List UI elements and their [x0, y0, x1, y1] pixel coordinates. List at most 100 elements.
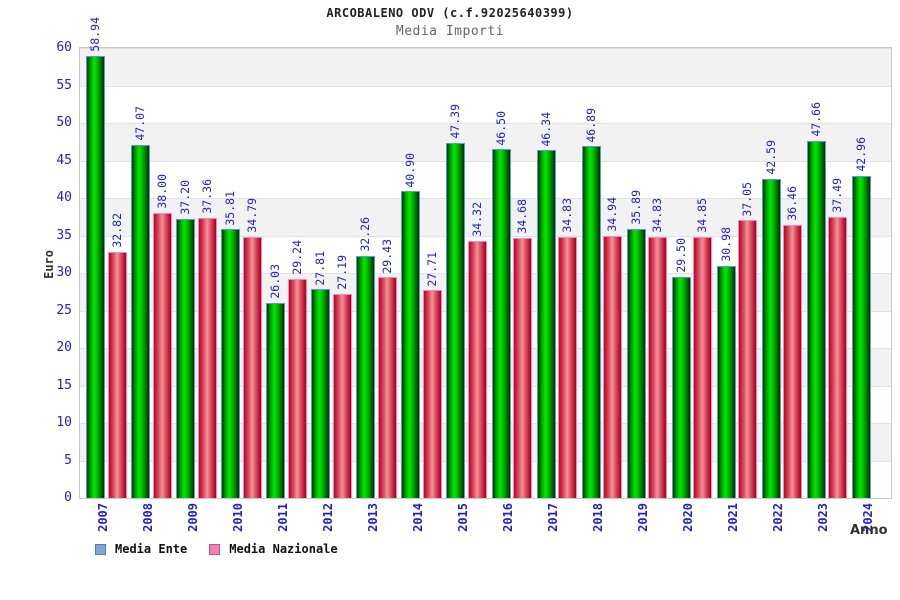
x-tick-2018: 2018 [591, 503, 606, 532]
bar-value-label: 37.05 [740, 181, 755, 217]
bar-value-label: 58.94 [88, 17, 102, 52]
bar-media-nazionale-2023 [828, 216, 848, 498]
bar-media-nazionale-2011 [287, 278, 307, 498]
bar-media-nazionale-2017 [558, 236, 578, 498]
bar-value-label: 29.24 [289, 240, 304, 275]
y-tick-30: 30 [56, 265, 72, 280]
y-tick-60: 60 [56, 40, 72, 55]
y-tick-25: 25 [56, 302, 72, 318]
legend-swatch-icon [95, 543, 106, 555]
x-tick-2012: 2012 [320, 503, 335, 532]
y-tick-55: 55 [56, 77, 72, 93]
x-tick-2011: 2011 [275, 503, 290, 532]
bar-media-ente-2015 [446, 142, 466, 498]
y-tick-0: 0 [64, 490, 72, 505]
bar-value-label: 27.71 [424, 251, 439, 287]
bar-value-label: 27.19 [334, 255, 349, 291]
bar-value-label: 26.03 [268, 264, 283, 299]
x-tick-2023: 2023 [816, 503, 831, 532]
x-tick-2007: 2007 [95, 503, 110, 532]
bar-media-ente-2019 [626, 228, 646, 498]
bar-value-label: 46.50 [493, 110, 508, 146]
bar-value-label: 32.82 [109, 213, 124, 248]
bar-media-nazionale-2022 [783, 224, 803, 498]
x-tick-2009: 2009 [185, 503, 200, 532]
bar-media-ente-2014 [401, 191, 421, 498]
bar-value-label: 27.81 [313, 250, 328, 286]
legend-label: Media Ente [115, 542, 188, 556]
bar-media-ente-2018 [581, 146, 601, 498]
bar-value-label: 40.90 [403, 152, 418, 188]
bar-media-ente-2012 [311, 289, 331, 498]
bar-media-ente-2020 [671, 276, 691, 498]
bar-value-label: 29.50 [673, 238, 688, 273]
bar-value-label: 46.89 [583, 107, 598, 143]
bar-value-label: 38.00 [154, 174, 169, 209]
x-tick-2013: 2013 [365, 503, 380, 532]
bar-value-label: 32.26 [358, 217, 373, 253]
bar-media-ente-2009 [176, 219, 196, 498]
plot-band-gray [80, 123, 891, 161]
bar-value-label: 29.43 [379, 238, 394, 274]
bar-media-nazionale-2020 [693, 236, 713, 498]
bar-media-ente-2023 [806, 140, 826, 498]
bar-value-label: 34.94 [605, 197, 620, 232]
bar-media-nazionale-2009 [197, 217, 217, 498]
x-tick-2021: 2021 [726, 503, 741, 532]
bar-value-label: 47.66 [808, 101, 823, 137]
chart-subtitle: Media Importi [395, 24, 505, 39]
bar-media-nazionale-2007 [107, 251, 127, 498]
legend-label: Media Nazionale [229, 542, 338, 556]
bar-value-label: 42.59 [763, 139, 778, 175]
bar-value-label: 34.83 [650, 198, 665, 233]
bar-media-ente-2016 [491, 149, 511, 498]
y-tick-10: 10 [56, 415, 72, 430]
y-tick-5: 5 [64, 452, 72, 468]
legend-item-media-ente: Media Ente [95, 542, 187, 556]
x-tick-2017: 2017 [546, 503, 561, 532]
x-tick-2019: 2019 [636, 503, 651, 532]
x-tick-2010: 2010 [230, 503, 245, 532]
bar-media-nazionale-2013 [377, 277, 397, 498]
bar-media-nazionale-2012 [332, 294, 352, 498]
bar-value-label: 34.32 [469, 201, 484, 237]
x-tick-2008: 2008 [140, 503, 155, 532]
bar-media-nazionale-2019 [648, 236, 668, 498]
bar-media-ente-2013 [356, 256, 376, 498]
bar-value-label: 47.07 [133, 106, 148, 141]
x-tick-2020: 2020 [681, 503, 696, 532]
plot-band-white [80, 160, 891, 198]
y-tick-45: 45 [56, 152, 72, 168]
bar-media-nazionale-2014 [422, 290, 442, 498]
x-tick-2022: 2022 [771, 503, 786, 532]
bar-value-label: 46.34 [538, 111, 553, 147]
bar-value-label: 37.36 [199, 179, 214, 214]
bar-value-label: 34.68 [515, 199, 529, 234]
legend-swatch-icon [209, 543, 221, 555]
bar-value-label: 37.20 [178, 180, 193, 215]
bar-media-ente-2022 [761, 178, 781, 498]
bar-media-nazionale-2016 [513, 237, 532, 498]
x-tick-2015: 2015 [455, 503, 470, 532]
bar-media-ente-2017 [536, 150, 556, 498]
bar-media-ente-2008 [131, 144, 151, 498]
bar-value-label: 35.89 [628, 190, 643, 225]
legend-item-media-nazionale: Media Nazionale [209, 542, 338, 556]
y-tick-40: 40 [56, 190, 72, 205]
x-tick-2016: 2016 [501, 503, 516, 532]
bar-media-nazionale-2018 [603, 235, 623, 498]
bar-value-label: 37.49 [830, 178, 845, 213]
bar-value-label: 42.96 [853, 137, 868, 172]
bar-value-label: 34.83 [560, 198, 575, 233]
bar-value-label: 35.81 [223, 190, 238, 226]
x-axis-title: Anno [850, 523, 888, 538]
bar-media-ente-2021 [716, 265, 736, 498]
bar-value-label: 34.85 [695, 198, 710, 233]
bar-media-nazionale-2015 [467, 240, 487, 498]
bar-media-ente-2007 [86, 55, 105, 498]
x-tick-2014: 2014 [410, 503, 425, 532]
x-axis-ticks: 2007 2008 2009 2010 2011 2012 2013 2014 2015 2016… [80, 503, 891, 543]
bar-value-label: 34.79 [244, 198, 259, 234]
plot-band-gray [80, 48, 891, 86]
